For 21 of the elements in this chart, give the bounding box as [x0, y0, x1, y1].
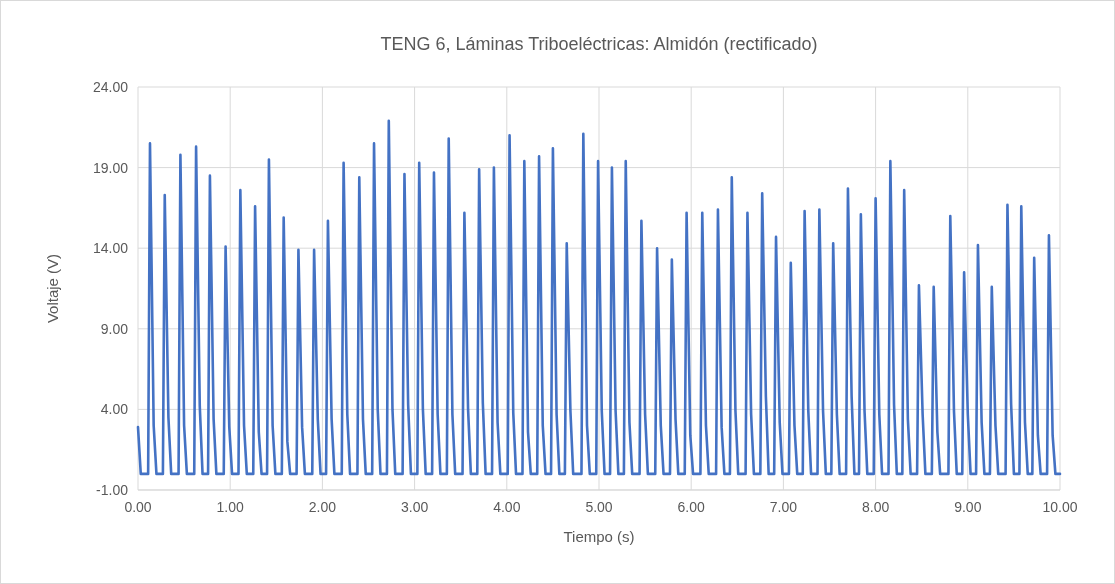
x-axis-title: Tiempo (s): [563, 528, 635, 545]
y-tick-label: 19.00: [92, 159, 129, 176]
x-tick-label: 3.00: [400, 499, 429, 515]
chart-title: TENG 6, Láminas Triboeléctricas: Almidón (rectificado): [380, 34, 818, 54]
y-tick-label: -1.00: [96, 482, 129, 498]
line-series: [136, 119, 1062, 476]
x-tick-label: 4.00: [493, 499, 521, 515]
x-tick-label: 2.00: [308, 499, 337, 515]
x-tick-label: 0.00: [124, 499, 152, 515]
y-tick-label: 9.00: [100, 320, 129, 337]
y-tick-label: 4.00: [100, 401, 129, 418]
x-tick-label: 5.00: [585, 499, 613, 515]
x-tick-label: 8.00: [861, 499, 890, 515]
y-axis-title: Voltaje (V): [44, 253, 61, 324]
x-tick-label: 9.00: [954, 499, 982, 515]
x-tick-label: 7.00: [769, 499, 798, 515]
x-tick-label: 10.00: [1042, 499, 1078, 515]
y-tick-label: 24.00: [92, 79, 129, 95]
x-tick-label: 6.00: [677, 499, 706, 515]
x-tick-label: 1.00: [216, 499, 245, 515]
y-tick-label: 14.00: [92, 240, 129, 257]
